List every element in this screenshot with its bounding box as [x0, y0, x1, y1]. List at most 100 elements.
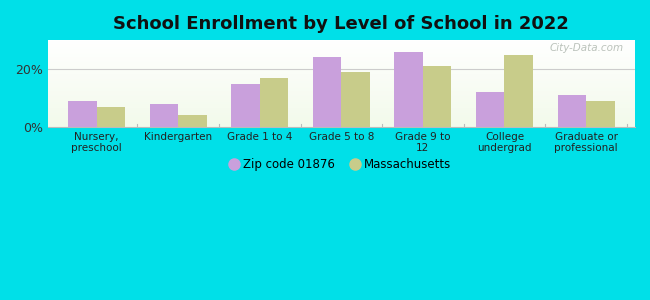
Bar: [47, 69, 635, 70]
Bar: [47, 55, 635, 56]
Bar: [47, 86, 635, 87]
Bar: [47, 48, 635, 49]
Bar: [313, 58, 341, 127]
Bar: [47, 70, 635, 71]
Bar: [150, 104, 178, 127]
Legend: Zip code 01876, Massachusetts: Zip code 01876, Massachusetts: [231, 158, 452, 171]
Bar: [47, 92, 635, 93]
Bar: [476, 92, 504, 127]
Bar: [47, 46, 635, 47]
Bar: [47, 107, 635, 108]
Bar: [97, 107, 125, 127]
Bar: [47, 57, 635, 58]
Bar: [231, 83, 260, 127]
Bar: [47, 40, 635, 41]
Bar: [586, 101, 615, 127]
Bar: [47, 126, 635, 127]
Bar: [47, 72, 635, 73]
Bar: [47, 95, 635, 96]
Bar: [47, 98, 635, 99]
Bar: [47, 50, 635, 51]
Bar: [47, 47, 635, 48]
Bar: [47, 82, 635, 83]
Bar: [47, 121, 635, 122]
Bar: [47, 76, 635, 77]
Bar: [423, 66, 452, 127]
Bar: [47, 91, 635, 92]
Bar: [47, 124, 635, 125]
Bar: [47, 93, 635, 94]
Bar: [47, 111, 635, 112]
Bar: [47, 110, 635, 111]
Bar: [47, 89, 635, 90]
Bar: [47, 80, 635, 81]
Bar: [47, 96, 635, 97]
Bar: [47, 59, 635, 60]
Bar: [47, 61, 635, 62]
Bar: [47, 117, 635, 118]
Bar: [47, 56, 635, 57]
Bar: [47, 75, 635, 76]
Bar: [47, 103, 635, 104]
Bar: [47, 99, 635, 100]
Bar: [47, 71, 635, 72]
Bar: [47, 118, 635, 119]
Bar: [47, 79, 635, 80]
Bar: [47, 94, 635, 95]
Bar: [68, 101, 97, 127]
Bar: [47, 68, 635, 69]
Bar: [260, 78, 289, 127]
Bar: [47, 67, 635, 68]
Bar: [47, 97, 635, 98]
Bar: [395, 52, 423, 127]
Bar: [47, 60, 635, 61]
Bar: [47, 102, 635, 103]
Bar: [47, 87, 635, 88]
Bar: [47, 88, 635, 89]
Bar: [47, 83, 635, 84]
Bar: [47, 49, 635, 50]
Bar: [47, 85, 635, 86]
Bar: [47, 73, 635, 74]
Bar: [47, 74, 635, 75]
Bar: [47, 42, 635, 43]
Bar: [47, 90, 635, 91]
Bar: [47, 61, 635, 62]
Bar: [47, 101, 635, 102]
Bar: [47, 66, 635, 67]
Bar: [47, 62, 635, 63]
Bar: [47, 112, 635, 113]
Bar: [47, 64, 635, 65]
Text: City-Data.com: City-Data.com: [549, 43, 623, 53]
Bar: [47, 115, 635, 116]
Bar: [47, 120, 635, 121]
Bar: [504, 55, 533, 127]
Bar: [47, 119, 635, 120]
Bar: [47, 114, 635, 115]
Bar: [47, 53, 635, 54]
Bar: [47, 84, 635, 85]
Bar: [178, 115, 207, 127]
Bar: [47, 125, 635, 126]
Bar: [47, 104, 635, 105]
Bar: [47, 41, 635, 42]
Bar: [47, 100, 635, 101]
Bar: [558, 95, 586, 127]
Bar: [47, 54, 635, 55]
Bar: [47, 52, 635, 53]
Bar: [47, 108, 635, 109]
Bar: [47, 77, 635, 78]
Bar: [47, 44, 635, 45]
Bar: [47, 105, 635, 106]
Bar: [47, 45, 635, 46]
Bar: [47, 81, 635, 82]
Bar: [341, 72, 370, 127]
Bar: [47, 113, 635, 114]
Bar: [47, 51, 635, 52]
Bar: [47, 109, 635, 110]
Bar: [47, 78, 635, 79]
Bar: [47, 116, 635, 117]
Title: School Enrollment by Level of School in 2022: School Enrollment by Level of School in …: [114, 15, 569, 33]
Bar: [47, 58, 635, 59]
Bar: [47, 122, 635, 123]
